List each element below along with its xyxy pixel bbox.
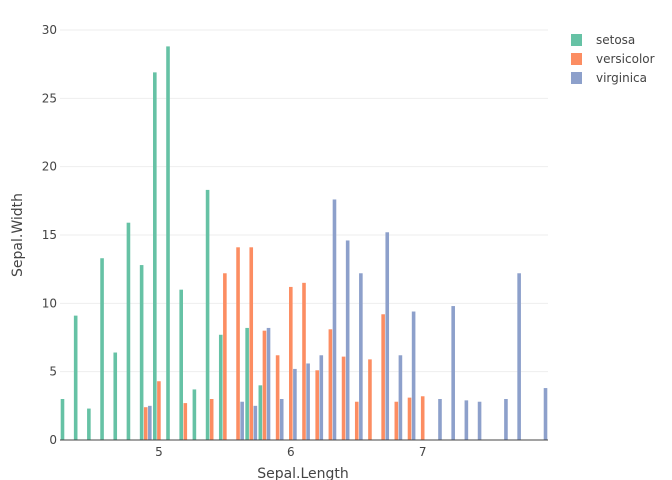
bar-virginica[interactable] (345, 240, 350, 440)
y-tick-label: 15 (42, 228, 57, 242)
bar-versicolor[interactable] (328, 329, 333, 440)
bar-virginica[interactable] (451, 306, 455, 440)
bar-virginica[interactable] (293, 368, 297, 440)
x-tick-label: 7 (419, 445, 427, 459)
bar-setosa[interactable] (87, 408, 91, 440)
bar-versicolor[interactable] (394, 401, 399, 440)
bar-setosa[interactable] (73, 315, 78, 440)
x-axis-ticks: 5 6 7 (155, 445, 426, 459)
x-tick-label: 5 (155, 445, 163, 459)
bar-virginica[interactable] (359, 273, 363, 440)
bar-versicolor[interactable] (157, 381, 161, 440)
bar-versicolor[interactable] (354, 401, 359, 440)
legend-item-setosa[interactable]: setosa (571, 33, 635, 47)
legend-swatch (571, 72, 582, 84)
bar-setosa[interactable] (218, 334, 223, 440)
bars (60, 46, 548, 441)
bar-virginica[interactable] (240, 401, 244, 440)
bar-versicolor[interactable] (289, 286, 293, 440)
bar-versicolor[interactable] (223, 273, 227, 440)
legend-swatch (571, 53, 582, 65)
bar-versicolor[interactable] (236, 247, 240, 440)
bar-versicolor[interactable] (183, 403, 188, 440)
legend-label: virginica (596, 71, 647, 85)
y-tick-label: 20 (42, 160, 57, 174)
bar-setosa[interactable] (100, 258, 104, 440)
legend[interactable]: setosa versicolor virginica (571, 33, 655, 85)
bar-versicolor[interactable] (249, 247, 254, 440)
y-tick-label: 25 (42, 91, 57, 105)
y-axis-ticks: 0 5 10 15 20 25 30 (42, 23, 57, 447)
x-tick-label: 6 (287, 445, 295, 459)
bar-virginica[interactable] (504, 399, 508, 440)
bar-setosa[interactable] (153, 72, 157, 441)
legend-item-versicolor[interactable]: versicolor (571, 52, 655, 66)
bar-virginica[interactable] (253, 405, 258, 440)
bar-versicolor[interactable] (315, 370, 319, 440)
bar-versicolor[interactable] (407, 397, 412, 440)
bar-setosa[interactable] (126, 222, 131, 440)
bar-setosa[interactable] (139, 265, 144, 440)
bar-versicolor[interactable] (381, 314, 385, 440)
bar-virginica[interactable] (148, 405, 152, 440)
bar-versicolor[interactable] (209, 399, 214, 440)
bar-versicolor[interactable] (341, 356, 346, 440)
legend-label: setosa (596, 33, 635, 47)
legend-label: versicolor (596, 52, 655, 66)
bar-versicolor[interactable] (143, 407, 148, 440)
bar-virginica[interactable] (411, 311, 416, 440)
y-axis-title: Sepal.Width (10, 193, 26, 277)
bar-virginica[interactable] (543, 388, 548, 440)
bar-setosa[interactable] (258, 385, 263, 440)
bar-versicolor[interactable] (420, 396, 425, 440)
bar-setosa[interactable] (192, 389, 197, 440)
bar-virginica[interactable] (319, 355, 324, 440)
y-tick-label: 10 (42, 296, 57, 310)
legend-swatch (571, 34, 582, 46)
bar-virginica[interactable] (306, 363, 310, 440)
bar-virginica[interactable] (385, 232, 390, 440)
bar-virginica[interactable] (477, 401, 482, 440)
bar-setosa[interactable] (245, 327, 249, 440)
bar-virginica[interactable] (517, 273, 521, 440)
y-tick-label: 0 (49, 433, 57, 447)
bar-virginica[interactable] (332, 199, 337, 440)
bar-virginica[interactable] (438, 399, 442, 440)
bar-setosa[interactable] (166, 46, 170, 441)
y-tick-label: 5 (49, 365, 57, 379)
bar-virginica[interactable] (279, 399, 284, 440)
bar-setosa[interactable] (60, 399, 65, 440)
legend-item-virginica[interactable]: virginica (571, 71, 647, 85)
bar-setosa[interactable] (113, 352, 118, 440)
bar-virginica[interactable] (464, 400, 469, 440)
bar-versicolor[interactable] (275, 355, 280, 440)
bar-setosa[interactable] (179, 289, 183, 440)
x-axis-title: Sepal.Length (257, 466, 349, 480)
bar-versicolor[interactable] (302, 282, 306, 440)
bar-setosa[interactable] (205, 189, 210, 440)
bar-versicolor[interactable] (262, 330, 267, 440)
y-tick-label: 30 (42, 23, 57, 37)
bar-virginica[interactable] (398, 355, 403, 440)
bar-virginica[interactable] (266, 327, 271, 440)
bar-versicolor[interactable] (368, 359, 372, 440)
